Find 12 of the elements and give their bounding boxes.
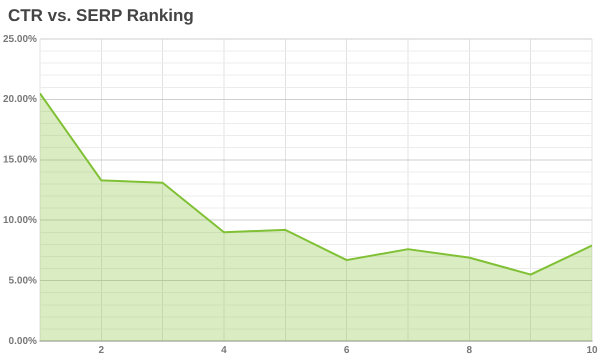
y-tick-label: 0.00% [8, 336, 38, 347]
y-tick-label: 20.00% [2, 94, 38, 106]
x-tick-label: 2 [98, 344, 104, 356]
x-tick-label: 4 [221, 344, 228, 356]
x-tick-label: 10 [586, 344, 598, 356]
y-tick-label: 10.00% [2, 214, 38, 226]
y-tick-label: 15.00% [2, 154, 38, 166]
y-tick-label: 25.00% [2, 34, 38, 45]
y-tick-label: 5.00% [8, 275, 38, 286]
x-tick-label: 8 [466, 344, 473, 356]
chart-title: CTR vs. SERP Ranking [8, 6, 194, 26]
x-tick-label: 6 [344, 344, 350, 356]
